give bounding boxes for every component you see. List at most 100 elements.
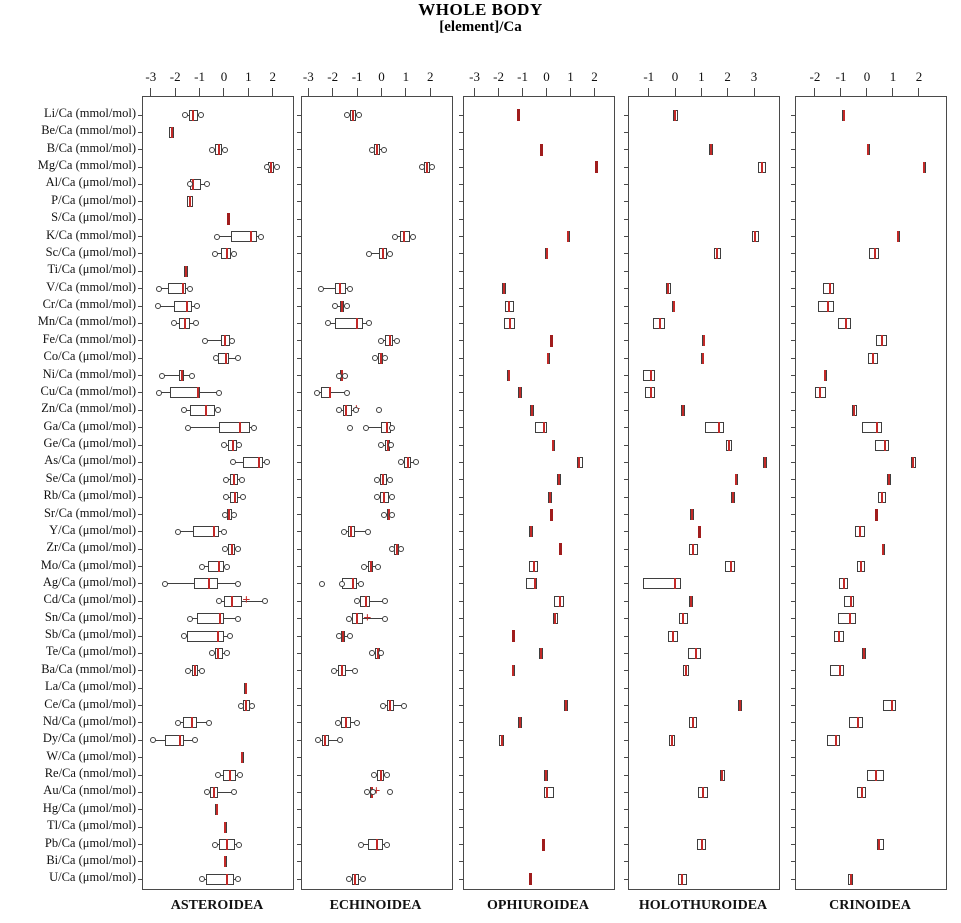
row-tick-mark bbox=[296, 131, 301, 133]
row-label-Au: Au/Ca (nmol/mol) bbox=[43, 783, 136, 798]
outlier-circle-Mg bbox=[419, 164, 426, 171]
row-tick-mark bbox=[138, 739, 142, 741]
row-tick-mark bbox=[791, 757, 795, 759]
axis-tick-label: -1 bbox=[351, 69, 363, 84]
row-label-Ba: Ba/Ca (mmol/mol) bbox=[41, 661, 136, 676]
box-Dy bbox=[165, 734, 185, 746]
row-tick-mark bbox=[791, 496, 795, 498]
median-line-Sb bbox=[671, 630, 674, 642]
row-tick-mark bbox=[791, 166, 795, 168]
row-tick-mark bbox=[138, 357, 142, 359]
row-tick-mark bbox=[138, 461, 142, 463]
outlier-circle-Cr bbox=[155, 303, 162, 310]
row-tick-mark bbox=[791, 392, 795, 394]
row-tick-mark bbox=[296, 757, 301, 759]
row-tick-mark bbox=[791, 322, 795, 324]
outlier-circle-Zn bbox=[375, 407, 382, 414]
row-tick-mark bbox=[791, 270, 795, 272]
row-tick-mark bbox=[296, 479, 301, 481]
outlier-circle-Re bbox=[237, 772, 244, 779]
row-tick-mark bbox=[138, 114, 142, 116]
outlier-circle-Ag bbox=[339, 580, 346, 587]
row-tick-mark bbox=[624, 826, 628, 828]
row-tick-mark bbox=[791, 114, 795, 116]
outlier-circle-Au bbox=[370, 789, 377, 796]
row-tick-mark bbox=[791, 375, 795, 377]
row-tick-mark bbox=[624, 218, 628, 220]
outlier-circle-Sc bbox=[365, 250, 372, 257]
row-tick-mark bbox=[459, 722, 463, 724]
row-label-Cu: Cu/Ca (mmol/mol) bbox=[40, 383, 136, 398]
row-tick-mark bbox=[138, 861, 142, 863]
row-label-Mg: Mg/Ca (mmol/mol) bbox=[37, 158, 136, 173]
median-line-Sn bbox=[219, 613, 222, 625]
median-line-Li bbox=[516, 109, 520, 121]
outlier-circle-Ni bbox=[158, 372, 165, 379]
axis-tick-label: 2 bbox=[724, 69, 731, 84]
row-tick-mark bbox=[791, 479, 795, 481]
box-Y bbox=[193, 526, 220, 538]
outlier-circle-Te bbox=[369, 650, 376, 657]
median-line-Te bbox=[376, 647, 379, 659]
median-line-Fe bbox=[224, 335, 227, 347]
outlier-circle-Nd bbox=[334, 719, 341, 726]
median-line-Ga bbox=[875, 422, 878, 434]
row-tick-mark bbox=[791, 566, 795, 568]
outlier-circle-Pb bbox=[236, 841, 243, 848]
median-line-Cd bbox=[558, 595, 561, 607]
box-Mo bbox=[207, 561, 224, 573]
row-tick-mark bbox=[296, 288, 301, 290]
outlier-circle-As bbox=[229, 459, 236, 466]
row-tick-mark bbox=[138, 392, 142, 394]
outlier-circle-Ce bbox=[380, 702, 387, 709]
mean-plus-mark-Sn: + bbox=[363, 610, 372, 626]
median-line-Y bbox=[859, 526, 862, 538]
median-line-Y bbox=[697, 525, 701, 538]
outlier-circle-Mo bbox=[374, 563, 381, 570]
median-line-Ce bbox=[890, 700, 893, 712]
median-line-As bbox=[406, 456, 409, 468]
row-label-Fe: Fe/Ca (mmol/mol) bbox=[42, 331, 136, 346]
row-tick-mark bbox=[296, 166, 301, 168]
axis-tick-label: 3 bbox=[750, 69, 758, 84]
row-tick-mark bbox=[296, 218, 301, 220]
median-line-B bbox=[375, 144, 378, 156]
row-tick-mark bbox=[459, 131, 463, 133]
axis-tick-mark bbox=[648, 88, 650, 96]
median-line-Re bbox=[229, 769, 232, 781]
row-tick-mark bbox=[138, 409, 142, 411]
median-line-Nd bbox=[856, 717, 859, 729]
median-line-Pb bbox=[701, 839, 704, 851]
row-tick-mark bbox=[296, 427, 301, 429]
mean-plus-mark-Cd: + bbox=[242, 593, 251, 609]
row-tick-mark bbox=[138, 774, 142, 776]
row-tick-mark bbox=[459, 774, 463, 776]
row-tick-mark bbox=[791, 409, 795, 411]
box-Te bbox=[687, 647, 702, 659]
outlier-circle-Cu bbox=[313, 389, 320, 396]
row-tick-mark bbox=[138, 722, 142, 724]
axis-tick-label: 2 bbox=[915, 69, 923, 84]
row-label-Cd: Cd/Ca (μmol/mol) bbox=[43, 592, 136, 607]
row-label-B: B/Ca (mmol/mol) bbox=[46, 140, 136, 155]
box-Ge bbox=[227, 439, 237, 451]
axis-tick-mark bbox=[814, 88, 816, 96]
axis-tick-mark bbox=[247, 88, 249, 96]
outlier-circle-Ni bbox=[335, 372, 342, 379]
median-line-Cu bbox=[819, 387, 822, 399]
whisker-line-Au bbox=[206, 791, 234, 793]
box-Sn bbox=[197, 613, 224, 625]
median-line-Y bbox=[213, 526, 216, 538]
row-tick-mark bbox=[296, 531, 301, 533]
axis-tick-label: 2 bbox=[591, 69, 598, 84]
row-tick-mark bbox=[791, 444, 795, 446]
outlier-circle-U bbox=[360, 876, 367, 883]
median-line-K bbox=[897, 231, 900, 243]
row-tick-mark bbox=[138, 270, 142, 272]
outlier-circle-Mn bbox=[170, 320, 177, 327]
outlier-circle-Sr bbox=[222, 511, 229, 518]
row-tick-mark bbox=[459, 322, 463, 324]
median-line-Sr bbox=[387, 509, 390, 520]
outlier-circle-Rb bbox=[373, 494, 380, 501]
median-line-Re bbox=[379, 769, 382, 781]
